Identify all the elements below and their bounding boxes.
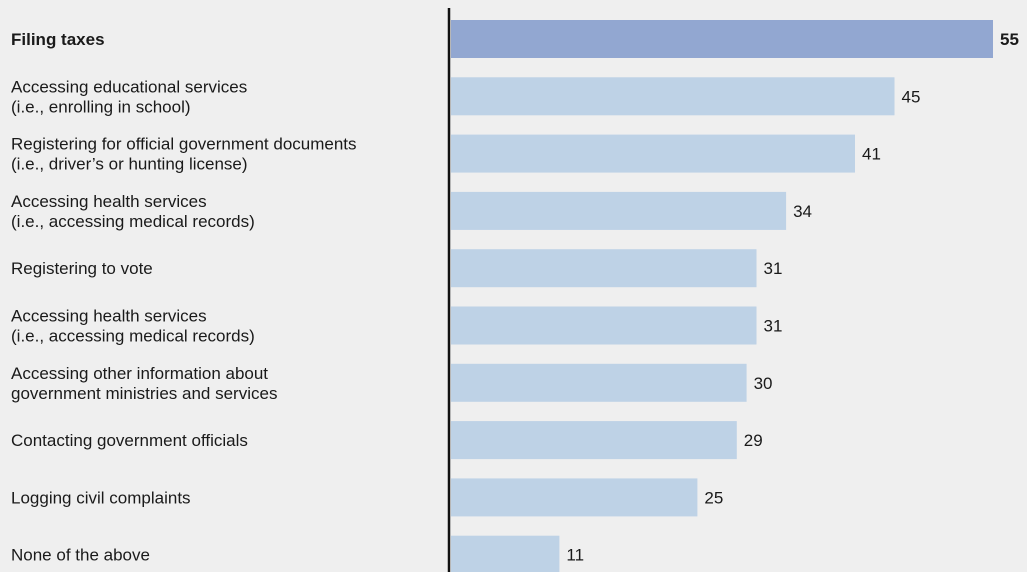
bar-6 — [451, 363, 747, 402]
bar-9 — [451, 535, 560, 572]
category-label-4: Registering to vote — [11, 259, 153, 278]
value-label-0: 55 — [1000, 30, 1019, 49]
category-label-6-line-0: Accessing other information about — [11, 364, 268, 383]
category-label-5-line-0: Accessing health services — [11, 307, 207, 326]
category-label-3-line-0: Accessing health services — [11, 192, 207, 211]
value-label-1: 45 — [902, 87, 921, 106]
category-label-7: Contacting government officials — [11, 431, 248, 450]
value-label-2: 41 — [862, 145, 881, 164]
bar-8 — [451, 478, 698, 517]
category-label-1-line-1: (i.e., enrolling in school) — [11, 97, 191, 116]
category-label-5-line-1: (i.e., accessing medical records) — [11, 327, 255, 346]
category-label-2-line-1: (i.e., driver’s or hunting license) — [11, 155, 248, 174]
bar-5 — [451, 306, 757, 345]
bar-3 — [451, 191, 787, 230]
bar-0 — [451, 20, 993, 58]
bar-1 — [451, 77, 895, 116]
value-label-6: 30 — [754, 374, 773, 393]
bar-2 — [451, 134, 855, 173]
bar-7 — [451, 421, 737, 460]
category-label-1-line-0: Accessing educational services — [11, 77, 247, 96]
category-label-0: Filing taxes — [11, 30, 105, 49]
category-label-2-line-0: Registering for official government docu… — [11, 135, 357, 154]
value-label-9: 11 — [566, 546, 584, 565]
category-label-3-line-1: (i.e., accessing medical records) — [11, 212, 255, 231]
value-label-3: 34 — [793, 202, 812, 221]
category-label-9: None of the above — [11, 546, 150, 565]
bar-4 — [451, 249, 757, 288]
category-label-8: Logging civil complaints — [11, 488, 191, 507]
value-label-4: 31 — [764, 259, 783, 278]
value-label-5: 31 — [764, 317, 783, 336]
category-label-6-line-1: government ministries and services — [11, 384, 277, 403]
value-label-7: 29 — [744, 431, 763, 450]
value-label-8: 25 — [704, 488, 723, 507]
